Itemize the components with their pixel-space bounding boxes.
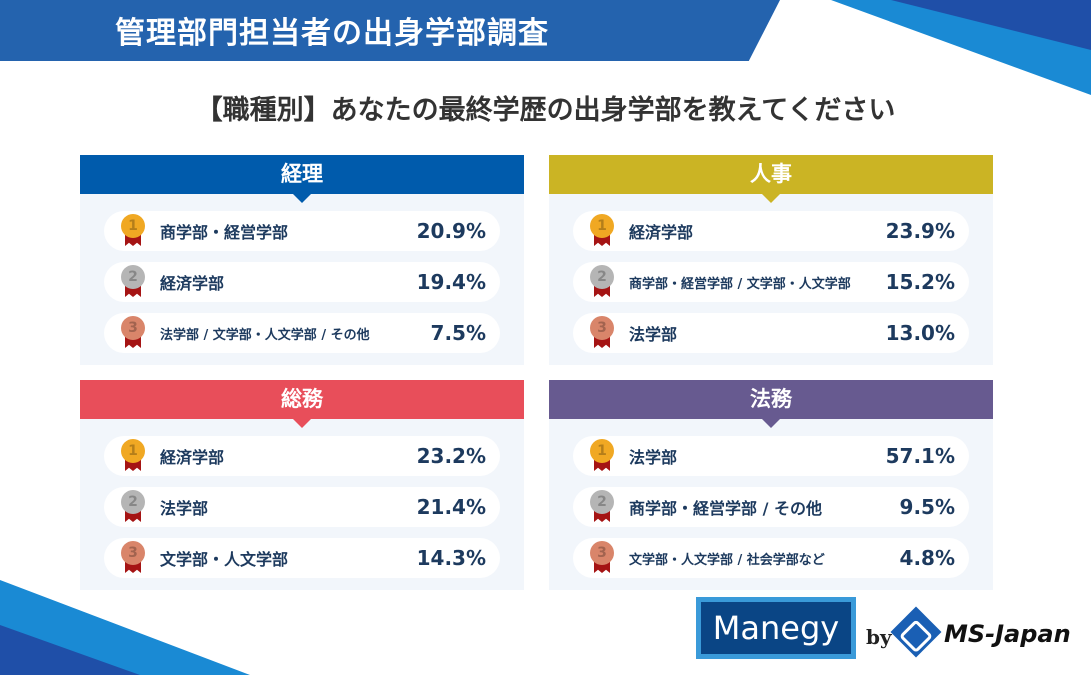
medal-icon: 1	[589, 439, 615, 473]
medal-icon: 3	[120, 541, 146, 575]
faculty-label: 経済学部	[160, 448, 225, 467]
ms-japan-logo: MS-Japan	[944, 620, 1071, 648]
panel-4: 法務 1 法学部 57.1% 2 商学部・経営学部 / その他 9.5% 3 文…	[549, 380, 993, 590]
medal-icon: 3	[589, 316, 615, 350]
ranking-row: 1 法学部 57.1%	[573, 436, 969, 476]
by-text: by	[866, 625, 892, 649]
ranking-row: 1 経済学部 23.2%	[104, 436, 500, 476]
medal-icon: 1	[120, 439, 146, 473]
percentage: 20.9%	[416, 219, 486, 243]
panel-header: 経理	[80, 155, 524, 203]
faculty-label: 商学部・経営学部	[160, 223, 289, 242]
faculty-label: 法学部 / 文学部・人文学部 / その他	[160, 327, 370, 343]
panel-title: 経理	[281, 162, 323, 186]
percentage: 7.5%	[430, 321, 486, 345]
panel-2: 人事 1 経済学部 23.9% 2 商学部・経営学部 / 文学部・人文学部 15…	[549, 155, 993, 365]
percentage: 15.2%	[885, 270, 955, 294]
ranking-row: 3 文学部・人文学部 / 社会学部など 4.8%	[573, 538, 969, 578]
faculty-label: 文学部・人文学部 / 社会学部など	[629, 552, 825, 568]
medal-icon: 2	[589, 490, 615, 524]
percentage: 9.5%	[899, 495, 955, 519]
panel-header: 法務	[549, 380, 993, 428]
page-title: 管理部門担当者の出身学部調査	[115, 16, 549, 51]
panel-1: 経理 1 商学部・経営学部 20.9% 2 経済学部 19.4% 3 法学部 /…	[80, 155, 524, 365]
percentage: 23.9%	[885, 219, 955, 243]
ranking-row: 2 商学部・経営学部 / 文学部・人文学部 15.2%	[573, 262, 969, 302]
panel-title: 総務	[281, 387, 323, 411]
panel-header: 総務	[80, 380, 524, 428]
ms-japan-logo-icon	[890, 606, 942, 658]
percentage: 23.2%	[416, 444, 486, 468]
panel-title: 法務	[750, 387, 792, 411]
faculty-label: 経済学部	[629, 223, 694, 242]
medal-icon: 1	[589, 214, 615, 248]
percentage: 4.8%	[899, 546, 955, 570]
ranking-row: 1 商学部・経営学部 20.9%	[104, 211, 500, 251]
faculty-label: 法学部	[629, 448, 678, 467]
medal-icon: 1	[120, 214, 146, 248]
ranking-row: 2 経済学部 19.4%	[104, 262, 500, 302]
faculty-label: 文学部・人文学部	[160, 550, 289, 569]
medal-icon: 3	[589, 541, 615, 575]
panel-3: 総務 1 経済学部 23.2% 2 法学部 21.4% 3 文学部・人文学部 1…	[80, 380, 524, 590]
medal-icon: 3	[120, 316, 146, 350]
medal-icon: 2	[120, 490, 146, 524]
medal-icon: 2	[120, 265, 146, 299]
ranking-row: 3 文学部・人文学部 14.3%	[104, 538, 500, 578]
faculty-label: 商学部・経営学部 / その他	[629, 499, 822, 518]
panel-title: 人事	[750, 162, 792, 186]
ranking-row: 3 法学部 / 文学部・人文学部 / その他 7.5%	[104, 313, 500, 353]
survey-question: 【職種別】あなたの最終学歴の出身学部を教えてください	[195, 95, 896, 126]
ranking-row: 3 法学部 13.0%	[573, 313, 969, 353]
percentage: 14.3%	[416, 546, 486, 570]
faculty-label: 法学部	[629, 325, 678, 344]
percentage: 19.4%	[416, 270, 486, 294]
percentage: 57.1%	[885, 444, 955, 468]
title-banner	[0, 0, 780, 61]
percentage: 21.4%	[416, 495, 486, 519]
manegy-logo: Manegy	[696, 597, 856, 659]
faculty-label: 法学部	[160, 499, 209, 518]
ranking-row: 2 商学部・経営学部 / その他 9.5%	[573, 487, 969, 527]
percentage: 13.0%	[885, 321, 955, 345]
faculty-label: 経済学部	[160, 274, 225, 293]
medal-icon: 2	[589, 265, 615, 299]
faculty-label: 商学部・経営学部 / 文学部・人文学部	[629, 276, 851, 292]
ranking-row: 1 経済学部 23.9%	[573, 211, 969, 251]
panel-header: 人事	[549, 155, 993, 203]
ranking-row: 2 法学部 21.4%	[104, 487, 500, 527]
